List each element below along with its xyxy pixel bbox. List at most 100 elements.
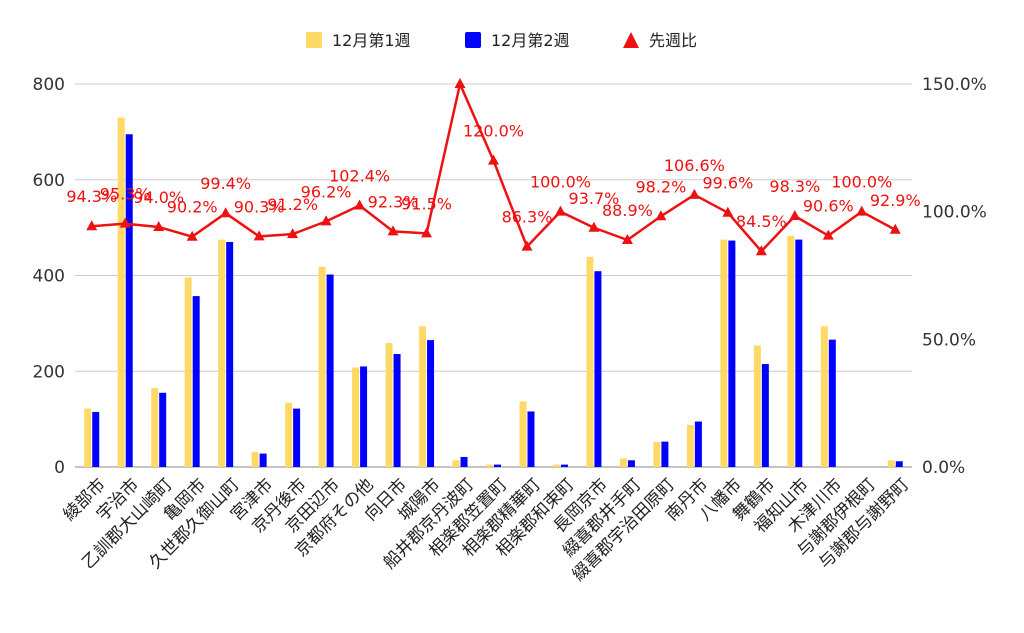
ratio-data-label: 96.2% <box>301 182 352 201</box>
bar-week2 <box>226 241 234 467</box>
ratio-data-label: 88.9% <box>602 201 653 220</box>
bar-week2 <box>761 364 769 467</box>
ratio-line: 94.3%95.3%94.0%90.2% 99.4% 90.3%91.2%96.2%… <box>66 78 921 256</box>
right-axis-tick-label: 150.0% <box>922 75 987 95</box>
bars <box>84 117 903 468</box>
legend-swatch <box>465 32 481 48</box>
bar-week1 <box>720 239 728 467</box>
ratio-point <box>320 215 332 226</box>
left-axis-tick-label: 400 <box>33 267 65 287</box>
left-axis-tick-label: 200 <box>33 362 65 382</box>
ratio-data-label: 92.9% <box>870 191 921 210</box>
bar-week1 <box>787 235 795 467</box>
ratio-point <box>621 234 633 245</box>
ratio-point <box>588 221 600 232</box>
ratio-point <box>521 240 533 251</box>
legend-swatch <box>306 32 322 48</box>
ratio-point <box>387 225 399 236</box>
ratio-data-label: 98.3% <box>769 177 820 196</box>
ratio-point <box>287 228 299 239</box>
bar-week1 <box>218 239 226 467</box>
ratio-data-label: 94.3% <box>66 187 117 206</box>
bar-week2 <box>627 460 635 467</box>
right-axis-tick-label: 50.0% <box>922 330 976 350</box>
ratio-data-label: 84.5% <box>736 212 787 231</box>
bar-week1 <box>753 345 761 467</box>
ratio-point <box>186 230 198 241</box>
bar-week1 <box>419 326 427 467</box>
bar-week2 <box>694 421 702 467</box>
ratio-point <box>86 220 98 231</box>
bar-week2 <box>828 339 836 467</box>
ratio-point <box>454 78 466 88</box>
left-axis-tick-label: 800 <box>33 75 65 95</box>
bar-week2 <box>192 296 200 467</box>
bar-week2 <box>460 456 468 467</box>
ratio-data-label: 90.3% <box>234 197 285 216</box>
ratio-data-label: 120.0% <box>463 122 524 141</box>
ratio-data-label: 100.0% <box>831 173 892 192</box>
ratio-data-label: 94.0% <box>133 188 184 207</box>
bar-week2 <box>527 411 535 467</box>
ratio-point <box>220 207 232 218</box>
legend: 12月第1週 12月第2週 先週比 <box>306 31 697 50</box>
ratio-point <box>354 199 366 210</box>
bar-week1 <box>820 326 828 467</box>
legend-swatch <box>623 32 639 48</box>
ratio-point <box>688 188 700 199</box>
ratio-data-label: 102.4% <box>329 167 390 186</box>
ratio-data-label: 92.3% <box>368 192 419 211</box>
ratio-data-label: 99.4% <box>200 174 251 193</box>
ratio-point <box>755 245 767 256</box>
bar-week1 <box>519 401 527 467</box>
legend-label: 12月第1週 <box>332 31 411 50</box>
bar-week2 <box>125 134 133 468</box>
ratio-data-label: 91.5% <box>401 194 452 213</box>
bar-week1 <box>318 266 326 467</box>
right-axis-tick-label: 100.0% <box>922 203 987 223</box>
right-axis-tick-label: 0.0% <box>922 458 965 478</box>
bar-week1 <box>117 117 125 467</box>
bar-week2 <box>795 239 803 467</box>
bar-week2 <box>895 461 903 467</box>
bar-week2 <box>326 274 334 467</box>
ratio-data-label: 90.6% <box>803 197 854 216</box>
bar-week2 <box>661 441 669 467</box>
ratio-data-label: 90.2% <box>167 198 218 217</box>
bar-week1 <box>285 402 293 467</box>
bar-week1 <box>486 464 493 467</box>
bar-week2 <box>728 240 736 467</box>
ratio-point <box>488 154 499 165</box>
bar-week1 <box>653 442 661 467</box>
bar-week2 <box>494 464 501 467</box>
legend-label: 12月第2週 <box>491 31 570 50</box>
bar-week2 <box>560 464 568 467</box>
bar-week2 <box>92 411 100 467</box>
ratio-point <box>822 229 834 240</box>
bar-week1 <box>619 458 627 467</box>
bar-week1 <box>586 256 594 467</box>
left-axis-tick-label: 600 <box>33 171 65 191</box>
bar-week1 <box>151 388 159 467</box>
ratio-point <box>421 227 433 238</box>
bar-week1 <box>352 367 360 467</box>
legend-label: 先週比 <box>649 31 697 50</box>
bar-week1 <box>84 408 92 467</box>
bar-week1 <box>452 460 460 467</box>
bar-week2 <box>159 392 167 467</box>
bar-week2 <box>393 354 401 467</box>
ratio-point <box>856 205 868 216</box>
ratio-point <box>655 210 667 221</box>
axes: 02004006008000.0%50.0%100.0%150.0%綾部市宇治市… <box>33 75 987 585</box>
ratio-point <box>722 206 734 217</box>
ratio-data-label: 106.6% <box>664 156 725 175</box>
gridlines <box>75 83 912 468</box>
ratio-point <box>153 220 165 231</box>
ratio-point <box>889 223 901 234</box>
ratio-data-label: 86.3% <box>502 208 553 227</box>
bar-week2 <box>259 453 267 467</box>
bar-week1 <box>552 464 560 467</box>
ratio-data-label: 95.3% <box>100 185 151 204</box>
bar-week1 <box>887 460 895 467</box>
